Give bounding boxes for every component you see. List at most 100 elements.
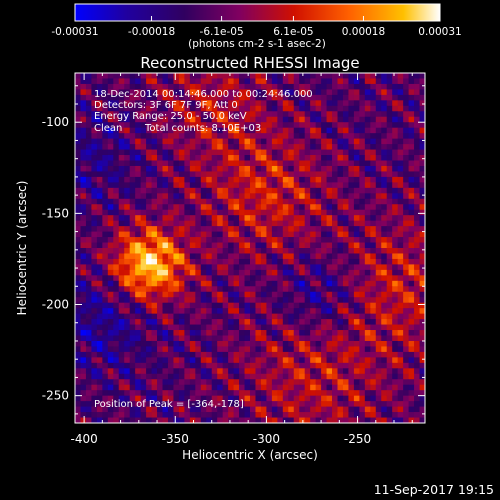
heatmap-cell xyxy=(146,204,152,211)
heatmap-cells xyxy=(75,73,425,423)
heatmap-cell xyxy=(381,182,388,189)
heatmap-cell xyxy=(167,330,174,336)
heatmap-cell xyxy=(299,291,306,298)
heatmap-cell xyxy=(200,204,207,211)
heatmap-cell xyxy=(167,308,174,315)
heatmap-cell xyxy=(189,269,196,276)
heatmap-cell xyxy=(332,89,338,96)
heatmap-cell xyxy=(85,198,92,205)
heatmap-cell xyxy=(173,269,180,276)
heatmap-cell xyxy=(250,346,256,353)
heatmap-cell xyxy=(419,401,425,407)
heatmap-cell xyxy=(239,280,245,287)
heatmap-cell xyxy=(184,78,191,85)
heatmap-cell xyxy=(80,220,87,227)
heatmap-cell xyxy=(310,198,317,205)
heatmap-cell xyxy=(299,351,306,358)
heatmap-cell xyxy=(135,116,142,123)
heatmap-cell xyxy=(239,384,245,391)
heatmap-cell xyxy=(222,384,229,391)
heatmap-cell xyxy=(282,94,289,101)
heatmap-cell xyxy=(255,198,262,205)
heatmap-cell xyxy=(337,264,344,271)
heatmap-cell xyxy=(113,351,120,358)
heatmap-cell xyxy=(364,176,371,183)
heatmap-cell xyxy=(299,133,306,140)
heatmap-cell xyxy=(266,373,273,380)
heatmap-cell xyxy=(129,122,136,129)
heatmap-cell xyxy=(135,226,142,232)
heatmap-cell xyxy=(96,351,103,358)
heatmap-cell xyxy=(118,297,125,304)
heatmap-cell xyxy=(408,242,415,249)
heatmap-cell xyxy=(135,89,142,96)
heatmap-cell xyxy=(250,204,256,211)
heatmap-cell xyxy=(184,187,191,194)
heatmap-cell xyxy=(85,105,92,112)
heatmap-cell xyxy=(282,171,289,178)
heatmap-cell xyxy=(91,357,98,364)
heatmap-cell xyxy=(189,362,196,369)
heatmap-cell xyxy=(326,417,333,423)
heatmap-cell xyxy=(211,412,218,418)
heatmap-cell xyxy=(233,412,240,418)
heatmap-cell xyxy=(124,390,131,397)
heatmap-cell xyxy=(342,417,349,423)
heatmap-cell xyxy=(75,171,81,178)
heatmap-cell xyxy=(233,275,240,282)
heatmap-cell xyxy=(173,242,180,249)
heatmap-cell xyxy=(129,379,136,386)
heatmap-cell xyxy=(260,122,267,129)
heatmap-cell xyxy=(332,319,338,325)
heatmap-cell xyxy=(217,144,224,150)
heatmap-cell xyxy=(206,171,213,178)
heatmap-cell xyxy=(408,417,415,423)
heatmap-cell xyxy=(113,302,120,309)
heatmap-cell xyxy=(375,111,382,118)
heatmap-cell xyxy=(167,302,174,309)
heatmap-cell xyxy=(403,357,409,364)
heatmap-cell xyxy=(288,258,295,265)
heatmap-cell xyxy=(337,176,344,183)
heatmap-cell xyxy=(419,182,425,189)
heatmap-cell xyxy=(135,286,142,293)
heatmap-cell xyxy=(184,319,191,325)
heatmap-cell xyxy=(353,401,360,407)
heatmap-cell xyxy=(408,73,415,79)
heatmap-cell xyxy=(96,373,103,380)
heatmap-cell xyxy=(85,269,92,276)
heatmap-cell xyxy=(250,144,256,150)
heatmap-cell xyxy=(118,160,125,167)
heatmap-cell xyxy=(392,100,399,107)
heatmap-cell xyxy=(233,319,240,325)
heatmap-cell xyxy=(129,89,136,96)
heatmap-cell xyxy=(75,401,81,407)
heatmap-cell xyxy=(370,149,377,156)
heatmap-cell xyxy=(244,308,251,315)
heatmap-cell xyxy=(337,291,344,298)
heatmap-cell xyxy=(206,417,213,423)
heatmap-cell xyxy=(293,390,300,397)
heatmap-cell xyxy=(403,373,409,380)
heatmap-cell xyxy=(310,105,317,112)
heatmap-cell xyxy=(91,401,98,407)
heatmap-cell xyxy=(342,100,349,107)
heatmap-cell xyxy=(288,390,295,397)
heatmap-cell xyxy=(129,330,136,336)
heatmap-cell xyxy=(321,346,327,353)
heatmap-cell xyxy=(80,313,87,320)
heatmap-cell xyxy=(370,269,377,276)
heatmap-cell xyxy=(348,155,355,161)
heatmap-cell xyxy=(250,286,256,293)
heatmap-cell xyxy=(162,258,169,265)
heatmap-cell xyxy=(200,133,207,140)
heatmap-cell xyxy=(244,182,251,189)
heatmap-cell xyxy=(282,160,289,167)
heatmap-cell xyxy=(370,346,377,353)
heatmap-cell xyxy=(228,171,234,178)
heatmap-cell xyxy=(419,248,425,254)
heatmap-cell xyxy=(118,193,125,200)
heatmap-cell xyxy=(206,291,213,298)
heatmap-cell xyxy=(408,215,415,222)
heatmap-cell xyxy=(113,269,120,276)
